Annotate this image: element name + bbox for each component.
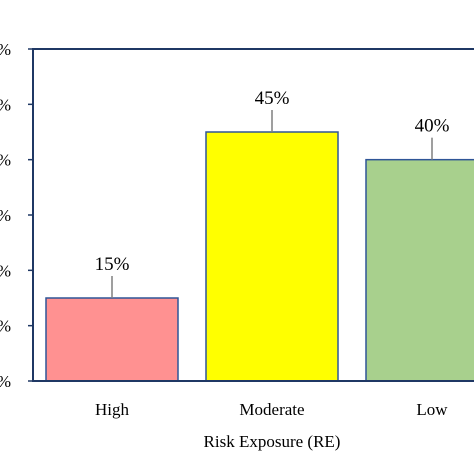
y-tick-label: %	[0, 95, 11, 114]
y-axis-ticks: %%%%%%%	[0, 40, 33, 391]
y-tick-label: %	[0, 317, 11, 336]
data-labels: 15% 45% 40%	[95, 88, 450, 275]
y-tick-label: %	[0, 151, 11, 170]
x-tick-label-high: High	[95, 400, 130, 419]
data-label-high: 15%	[95, 254, 130, 275]
y-tick-label: %	[0, 40, 11, 59]
bar-moderate	[205, 131, 339, 382]
y-tick-label: %	[0, 261, 11, 280]
bar-high	[45, 297, 179, 382]
data-label-low: 40%	[415, 116, 450, 137]
x-axis-tick-labels: High Moderate Low	[95, 400, 448, 419]
x-tick-label-moderate: Moderate	[239, 400, 304, 419]
data-label-leaders	[111, 110, 433, 298]
bar-low	[365, 158, 474, 382]
data-label-moderate: 45%	[255, 88, 290, 109]
y-tick-label: %	[0, 372, 11, 391]
bars	[45, 131, 474, 382]
x-tick-label-low: Low	[416, 400, 448, 419]
x-axis-title: Risk Exposure (RE)	[204, 432, 341, 451]
y-tick-label: %	[0, 206, 11, 225]
